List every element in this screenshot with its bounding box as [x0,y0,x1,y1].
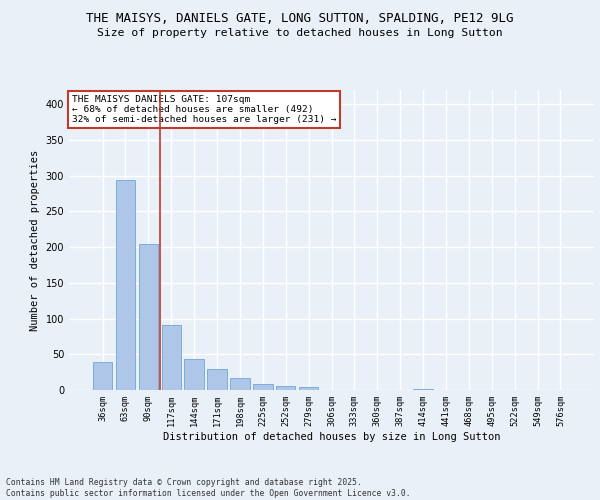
Bar [276,386,295,390]
Bar [253,384,272,390]
Bar [139,244,158,390]
X-axis label: Distribution of detached houses by size in Long Sutton: Distribution of detached houses by size … [163,432,500,442]
Bar [93,362,112,390]
Bar [184,360,204,390]
Bar [116,180,135,390]
Y-axis label: Number of detached properties: Number of detached properties [30,150,40,330]
Bar [208,368,227,390]
Bar [299,387,319,390]
Bar [161,325,181,390]
Text: THE MAISYS, DANIELS GATE, LONG SUTTON, SPALDING, PE12 9LG: THE MAISYS, DANIELS GATE, LONG SUTTON, S… [86,12,514,26]
Bar [230,378,250,390]
Text: Contains HM Land Registry data © Crown copyright and database right 2025.
Contai: Contains HM Land Registry data © Crown c… [6,478,410,498]
Bar [413,388,433,390]
Text: Size of property relative to detached houses in Long Sutton: Size of property relative to detached ho… [97,28,503,38]
Text: THE MAISYS DANIELS GATE: 107sqm
← 68% of detached houses are smaller (492)
32% o: THE MAISYS DANIELS GATE: 107sqm ← 68% of… [71,94,336,124]
